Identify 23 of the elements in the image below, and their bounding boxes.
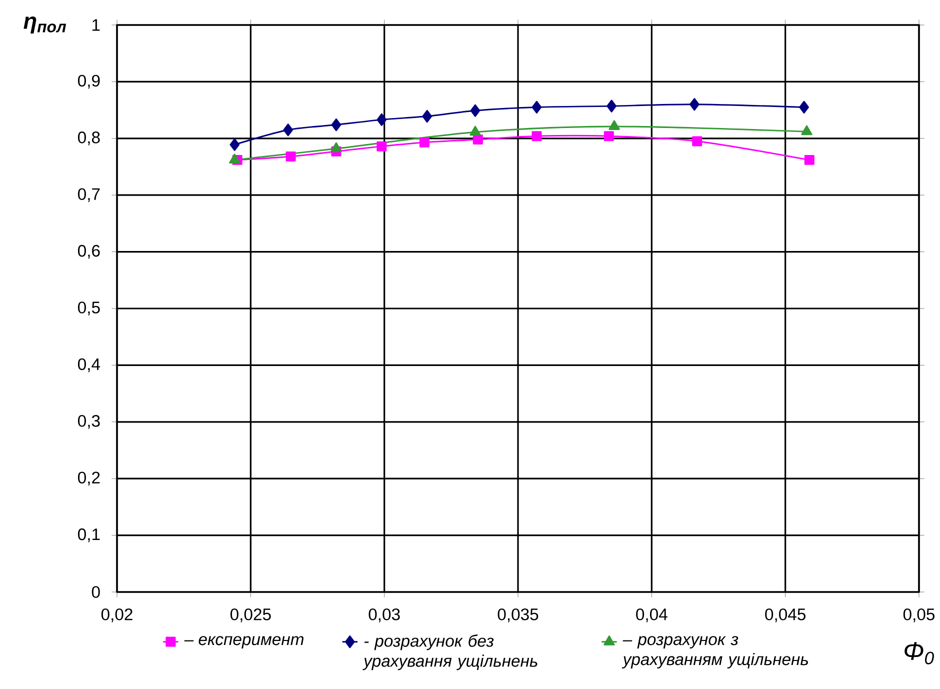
x-tick-label: 0,05 — [903, 608, 935, 622]
x-tick-label: 0,035 — [498, 608, 538, 622]
x-tick-label: 0,04 — [636, 608, 668, 622]
y-tick-label: 0,3 — [78, 415, 100, 429]
x-tick-label: 0,025 — [230, 608, 271, 622]
y-tick-label: 0,5 — [78, 302, 100, 316]
legend-label: – розрахунок з урахуванням ущільнень — [622, 636, 808, 668]
legend-label: – експеримент — [184, 636, 304, 648]
y-tick-label: 0,4 — [78, 358, 100, 372]
x-tick-label: 0,03 — [368, 608, 400, 622]
y-tick-label: 0,6 — [78, 244, 100, 259]
y-tick-label: 0,9 — [78, 74, 100, 89]
y-tick-label: 1 — [92, 19, 100, 31]
x-tick-label: 0,02 — [101, 608, 132, 622]
y-tick-label: 0,1 — [78, 528, 100, 542]
x-axis-title: Φ$_{0}$ — [904, 642, 934, 664]
y-tick-label: 0,2 — [78, 472, 100, 486]
y-tick-label: 0 — [92, 586, 100, 598]
y-tick-label: 0,7 — [78, 188, 100, 202]
legend-label: - розрахунок без урахування ущільнень — [362, 634, 538, 670]
x-tick-label: 0,045 — [765, 608, 806, 622]
y-axis-title: η$_{пол}$ — [24, 16, 66, 34]
y-tick-label: 0,8 — [78, 132, 100, 146]
